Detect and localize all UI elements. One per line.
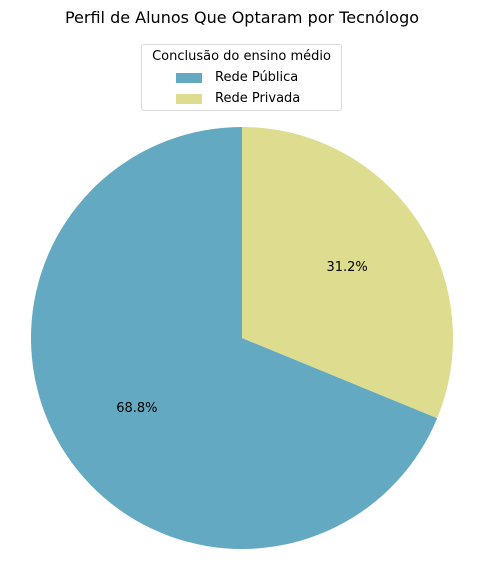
slice-percent-label: 68.8% [116, 401, 157, 416]
legend-swatch [176, 73, 202, 83]
chart-title: Perfil de Alunos Que Optaram por Tecnólo… [64, 8, 420, 27]
legend-label: Rede Privada [215, 91, 301, 106]
pie-slice [242, 127, 454, 419]
legend-label: Rede Pública [215, 70, 299, 85]
legend-title: Conclusão do ensino médio [152, 49, 331, 64]
slice-percent-label: 31.2% [326, 260, 367, 275]
legend: Conclusão do ensino médio Rede Pública Re… [141, 44, 342, 111]
legend-swatch [176, 94, 202, 104]
pie-slice [31, 127, 438, 549]
